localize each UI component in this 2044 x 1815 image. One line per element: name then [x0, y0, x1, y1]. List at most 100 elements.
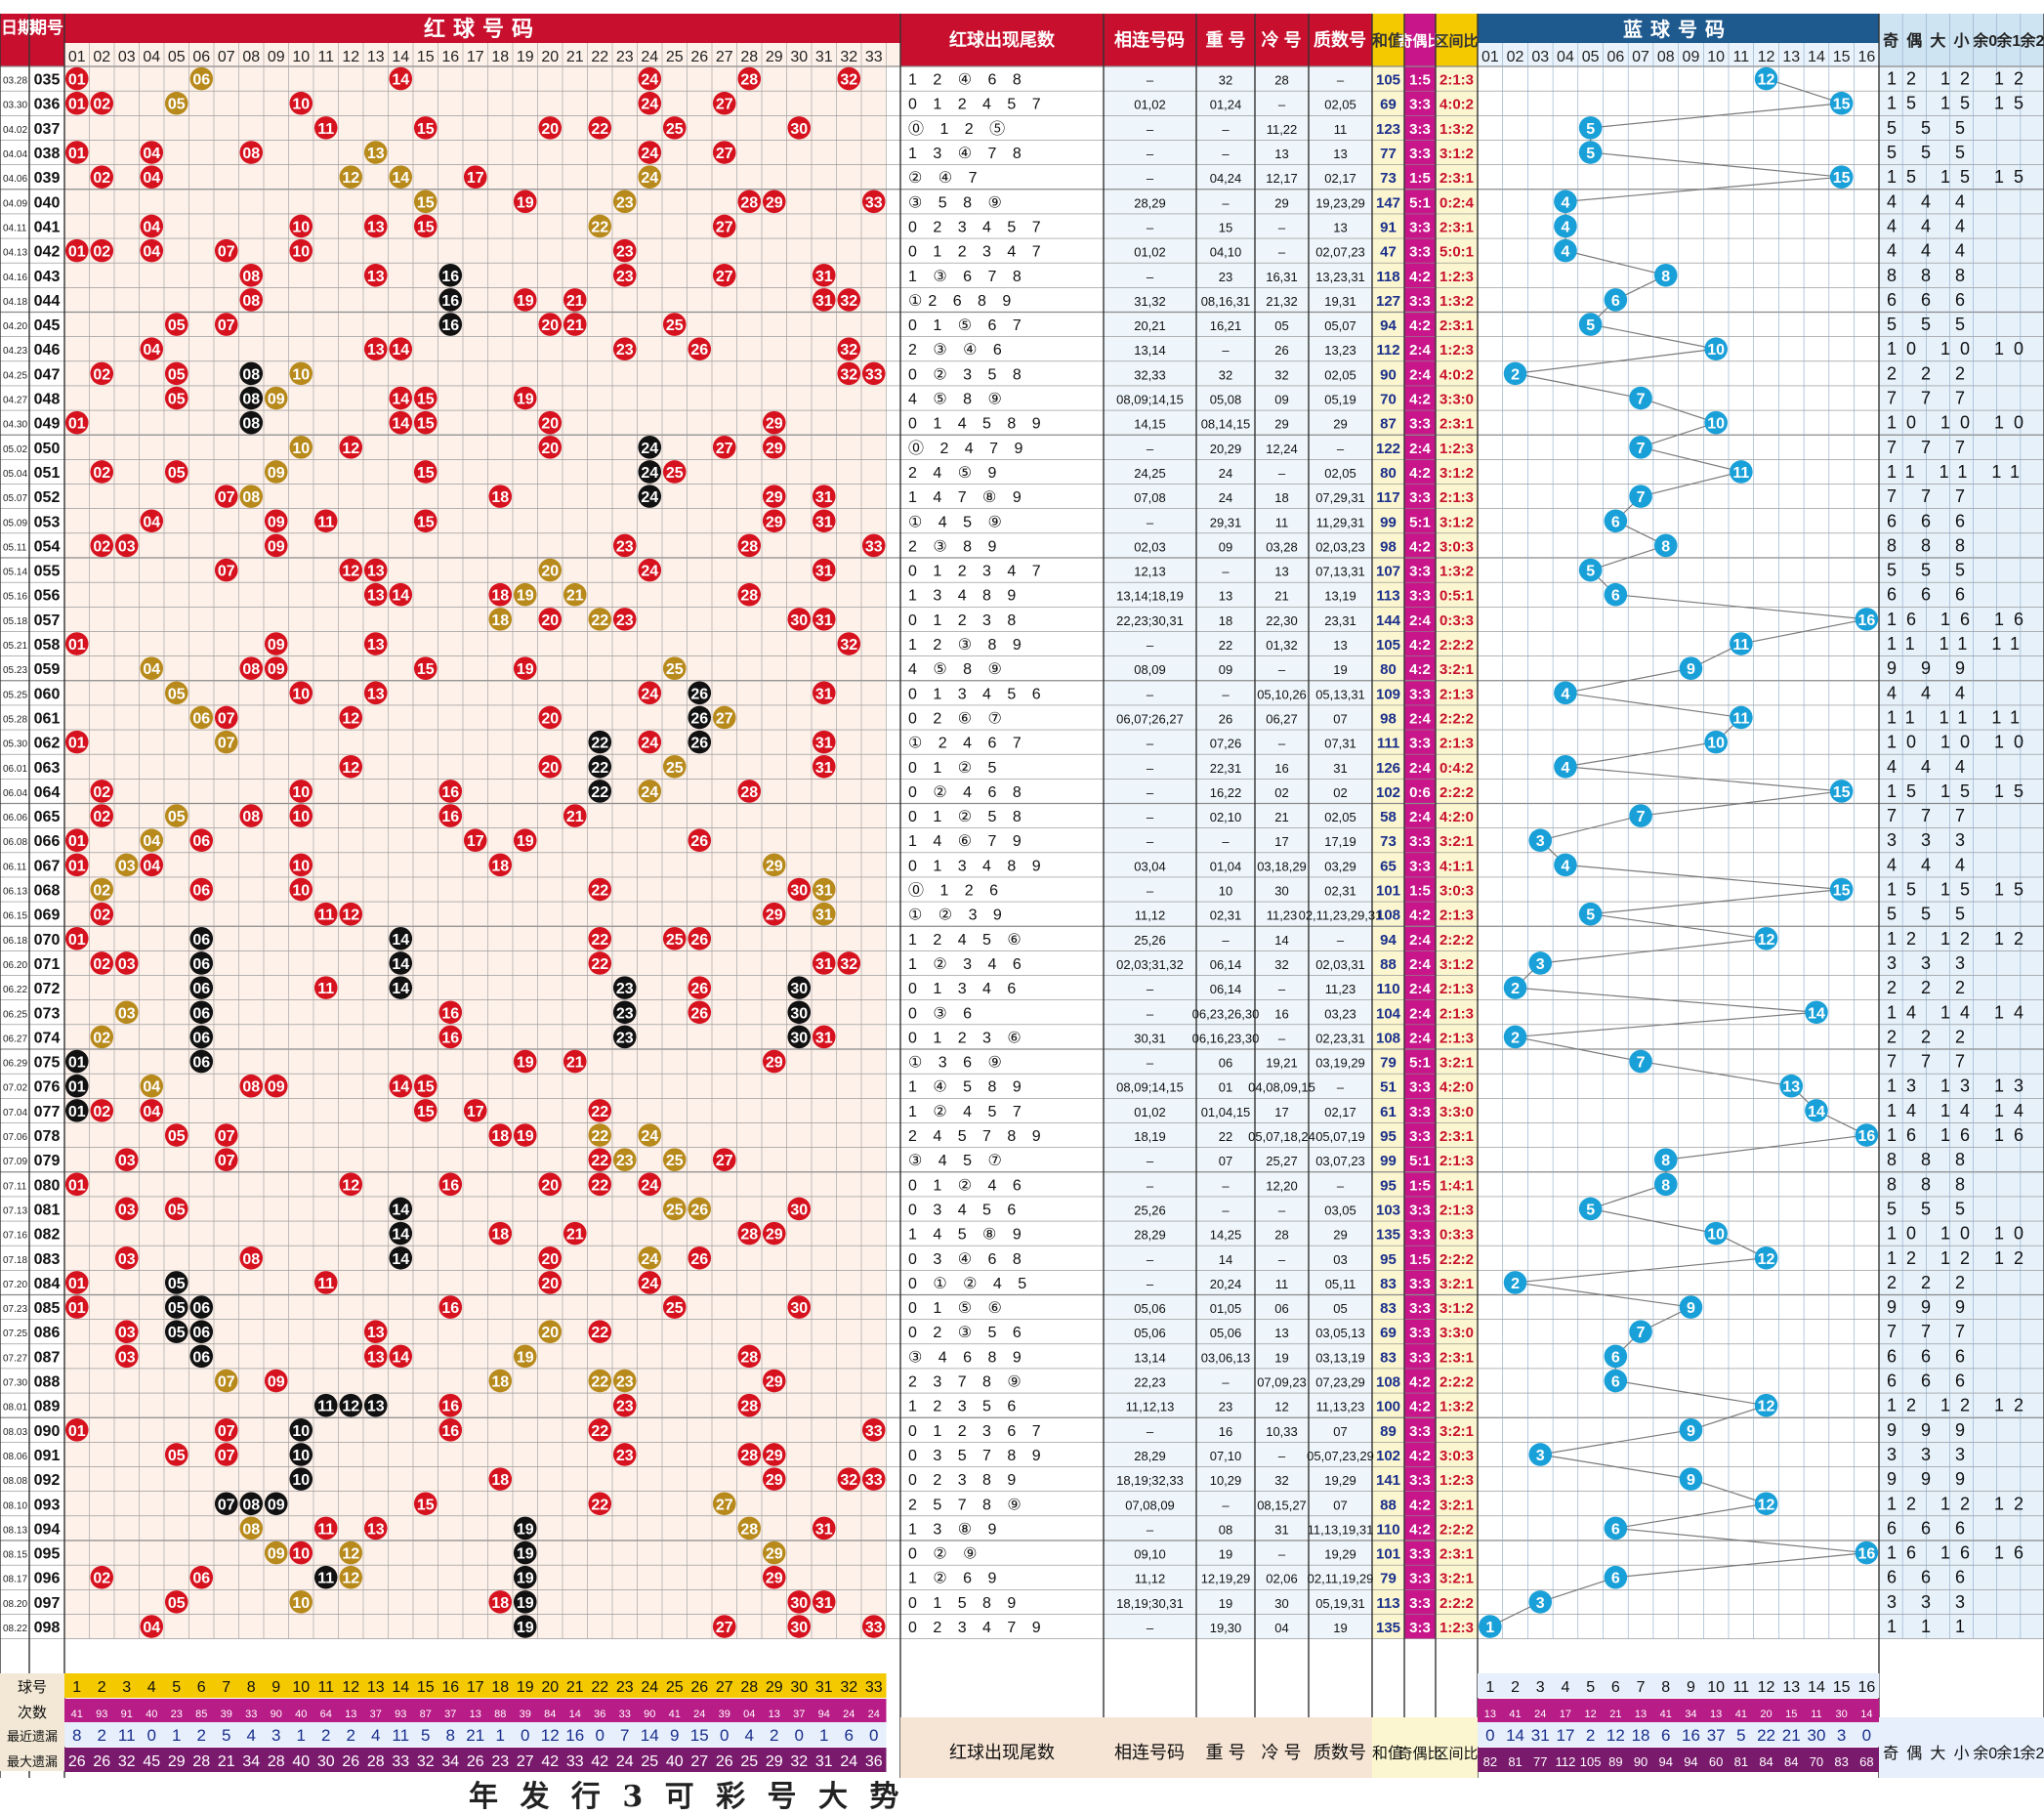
footer-red-ball-number: 31	[815, 1679, 833, 1696]
row-issue: 052	[34, 489, 61, 506]
red-ball-number: 33	[865, 1423, 883, 1440]
row-date: 06.04	[3, 788, 27, 799]
blue-col-header: 08	[1657, 49, 1675, 65]
red-ball-number: 07	[218, 710, 235, 727]
row-repeat: 06,16,23,30	[1192, 1031, 1260, 1045]
row-date: 04.23	[3, 346, 27, 357]
footer-red-ball-number: 25	[666, 1679, 684, 1696]
row-cold: 30	[1274, 884, 1288, 899]
red-ball-number: 10	[292, 441, 310, 457]
row-adjacent: –	[1147, 1178, 1154, 1193]
red-ball-number: 11	[317, 514, 334, 530]
blue-ball-number: 5	[1586, 908, 1595, 924]
row-zone: 2:1:3	[1439, 908, 1474, 924]
row-cold: 13	[1274, 565, 1288, 579]
red-ball-number: 05	[168, 97, 186, 113]
red-col-header: 18	[491, 49, 509, 65]
red-ball-number: 20	[541, 612, 559, 629]
blue-ball-number: 15	[1833, 784, 1851, 801]
row-zone: 2:2:2	[1439, 1521, 1474, 1538]
row-attributes: 5 5 5	[1887, 118, 1975, 138]
footer-red-count: 39	[719, 1709, 730, 1720]
row-sum: 122	[1376, 441, 1400, 457]
row-date: 07.04	[3, 1108, 27, 1119]
row-cold: 10,33	[1266, 1424, 1298, 1439]
red-ball-number: 16	[441, 317, 459, 334]
row-cold: 26	[1274, 343, 1288, 358]
red-ball-number: 23	[616, 1153, 634, 1169]
row-tails: 1 2 ④ 6 8	[908, 72, 1027, 89]
row-date: 04.27	[3, 396, 27, 406]
row-odd-even: 3:3	[1409, 489, 1431, 506]
footer-blue-count: 14	[1860, 1709, 1872, 1720]
row-adjacent: –	[1147, 884, 1154, 899]
row-prime: 11,13,19,31	[1308, 1522, 1374, 1537]
red-ball-number: 09	[268, 1079, 285, 1096]
row-prime: 11,23	[1325, 982, 1356, 996]
red-ball-number: 30	[790, 121, 808, 138]
footer-red-max: 25	[740, 1753, 758, 1770]
blue-ball-number: 8	[1661, 1153, 1670, 1169]
row-repeat: 16	[1219, 1424, 1232, 1439]
row-date: 07.09	[3, 1157, 27, 1167]
red-ball-number: 20	[541, 121, 559, 138]
red-ball-number: 02	[93, 366, 110, 383]
red-ball-number: 08	[242, 269, 260, 285]
red-ball-number: 31	[815, 1595, 833, 1612]
blue-ball-number: 4	[1561, 858, 1569, 874]
row-adjacent: 11,12	[1135, 908, 1166, 923]
row-sum: 107	[1376, 564, 1400, 580]
row-sum: 103	[1376, 1202, 1400, 1218]
red-col-header: 19	[517, 49, 534, 65]
row-date: 06.13	[3, 887, 27, 898]
row-date: 08.08	[3, 1476, 27, 1487]
red-ball-number: 22	[591, 219, 608, 235]
blue-ball-number: 7	[1637, 489, 1646, 506]
row-tails: 1 3 ④ 7 8	[908, 146, 1027, 162]
row-repeat: 15	[1219, 220, 1232, 234]
row-tails: 0 1 ⑤ ⑥	[908, 1300, 1008, 1317]
row-tails: ⓪ 2 4 7 9	[908, 440, 1028, 457]
red-ball-number: 27	[716, 219, 733, 235]
red-ball-number: 24	[641, 784, 658, 801]
footer-red-recent: 2	[321, 1726, 330, 1745]
red-ball-number: 14	[392, 170, 409, 187]
footer-red-ball-number: 26	[690, 1679, 708, 1696]
row-repeat: 01,24	[1210, 98, 1242, 112]
row-adjacent: –	[1147, 638, 1154, 653]
red-ball-number: 05	[168, 1300, 186, 1317]
row-adjacent: –	[1147, 73, 1154, 88]
row-tails: ① 4 5 ⑨	[908, 514, 1008, 530]
row-date: 07.13	[3, 1205, 27, 1216]
row-prime: 13	[1333, 638, 1347, 653]
row-odd-even: 3:3	[1409, 1202, 1431, 1218]
row-cold: –	[1278, 1203, 1286, 1217]
row-date: 08.03	[3, 1427, 27, 1438]
row-odd-even: 3:3	[1409, 686, 1431, 702]
row-issue: 058	[34, 637, 61, 654]
blue-col-header: 13	[1782, 49, 1800, 65]
row-cold: 01,32	[1266, 638, 1298, 653]
red-ball-number: 19	[517, 1571, 534, 1587]
row-repeat: 01,04	[1210, 859, 1242, 873]
red-ball-number: 27	[716, 269, 733, 285]
red-ball-number: 06	[192, 1571, 210, 1587]
footer-blue-ball-number: 14	[1808, 1679, 1825, 1696]
row-tails: 1 ② 3 4 6	[908, 956, 1027, 973]
footer-red-recent: 2	[197, 1726, 206, 1745]
row-adjacent: 22,23	[1134, 1375, 1166, 1390]
red-ball-number: 15	[417, 1497, 435, 1513]
row-tails: 2 ③ ④ 6	[908, 342, 1008, 359]
row-prime: 03,19,29	[1315, 1056, 1365, 1071]
red-ball-number: 05	[168, 317, 186, 334]
row-sum: 135	[1376, 1227, 1400, 1244]
blue-ball-number: 4	[1561, 244, 1569, 261]
row-zone: 2:3:1	[1439, 170, 1474, 187]
blue-ball-number: 3	[1536, 1595, 1545, 1612]
red-ball-number: 19	[517, 1521, 534, 1538]
red-ball-number: 10	[292, 219, 310, 235]
footer-red-ball-number: 2	[98, 1679, 106, 1696]
row-sum: 70	[1380, 392, 1397, 408]
row-zone: 2:1:3	[1439, 72, 1474, 89]
row-cold: 28	[1274, 73, 1288, 88]
